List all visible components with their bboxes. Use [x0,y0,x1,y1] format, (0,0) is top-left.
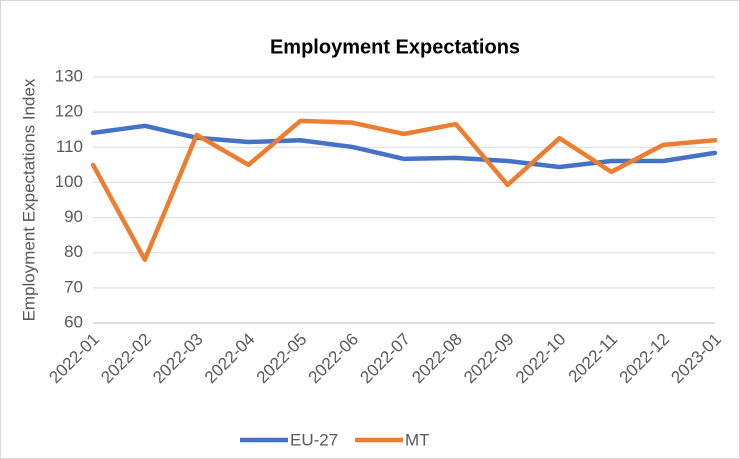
chart-title: Employment Expectations [270,36,520,58]
y-tick-label: 90 [64,207,83,226]
y-tick-label: 100 [55,172,83,191]
legend-label: EU-27 [290,430,338,449]
y-tick-label: 120 [55,102,83,121]
legend-label: MT [405,430,430,449]
y-tick-label: 60 [64,312,83,331]
data-line [90,118,718,262]
y-tick-label: 110 [56,137,83,156]
y-tick-label: 130 [55,66,83,85]
y-tick-label: 80 [64,242,83,261]
y-tick-label: 70 [64,277,83,296]
y-axis-label: Employment Expectations Index [19,78,38,321]
